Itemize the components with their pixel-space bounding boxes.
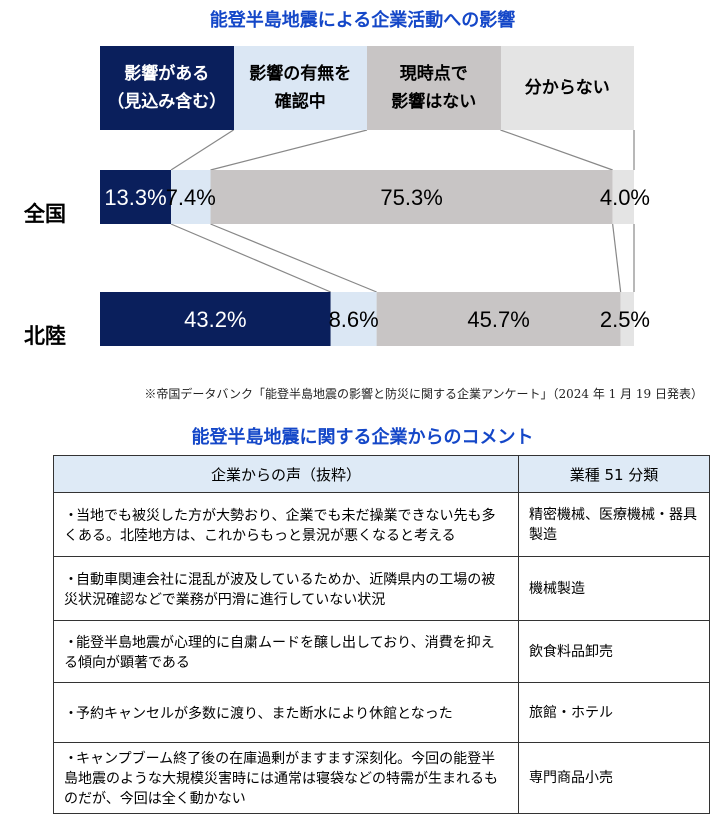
- table-row: ・当地でも被災した方が大勢おり、企業でも未だ操業できない先も多くある。北陸地方は…: [53, 492, 710, 557]
- legend-item-impact: 影響がある （見込み含む）: [100, 46, 234, 130]
- header-industry: 業種 51 分類: [518, 455, 710, 493]
- chart-title: 能登半島地震による企業活動への影響: [209, 10, 516, 31]
- comment-cell: ・予約キャンセルが多数に渡り、また断水により休館となった: [53, 682, 519, 743]
- data-label: 8.6%: [329, 307, 379, 332]
- category-label-zenkoku: 全国: [24, 202, 66, 226]
- chart-legend: 影響がある （見込み含む） 影響の有無を 確認中 現時点で 影響はない 分からな…: [100, 46, 634, 130]
- bar-segment: [210, 170, 613, 224]
- data-label: 2.5%: [600, 307, 650, 332]
- comment-text: 自動車関連会社に混乱が波及しているためか、近隣県内の工場の被災状況確認などで業務…: [64, 571, 496, 608]
- table-row: ・自動車関連会社に混乱が波及しているためか、近隣県内の工場の被災状況確認などで業…: [53, 556, 710, 621]
- comment-cell: ・自動車関連会社に混乱が波及しているためか、近隣県内の工場の被災状況確認などで業…: [53, 556, 519, 621]
- bullet: ・: [64, 751, 78, 767]
- industry-cell: 機械製造: [518, 556, 710, 621]
- data-label: 13.3%: [104, 185, 166, 210]
- data-label: 75.3%: [380, 185, 442, 210]
- bullet: ・: [64, 571, 78, 588]
- comment-text: 当地でも被災した方が大勢おり、企業でも未だ操業できない先も多くある。北陸地方は、…: [64, 507, 496, 544]
- connector-line: [612, 223, 622, 293]
- comments-table: 企業からの声（抜粋） 業種 51 分類 ・当地でも被災した方が大勢おり、企業でも…: [53, 455, 710, 814]
- connector-line: [210, 223, 377, 293]
- stacked-bar-chart: 13.3%7.4% 75.3% 4.0% 43.2% 8.6% 45.7% 2.5%: [100, 130, 650, 346]
- comment-cell: ・キャンプブーム終了後の在庫過剰がますます深刻化。今回の能登半島地震のような大規…: [53, 742, 519, 814]
- table-row: ・能登半島地震が心理的に自粛ムードを醸し出しており、消費を抑える傾向が顕著である…: [53, 620, 710, 683]
- data-label: 7.4%: [166, 185, 216, 210]
- table-row: ・予約キャンセルが多数に渡り、また断水により休館となった 旅館・ホテル: [53, 682, 710, 743]
- bar-segment: [612, 170, 634, 224]
- bar-segment: [100, 170, 172, 224]
- bullet: ・: [64, 705, 78, 722]
- bar-segment: [100, 292, 331, 346]
- legend-item-checking: 影響の有無を 確認中: [233, 46, 367, 130]
- connector-line: [500, 130, 613, 171]
- bullet: ・: [64, 507, 78, 524]
- category-label-hokuriku: 北陸: [24, 324, 66, 348]
- industry-cell: 旅館・ホテル: [518, 682, 710, 743]
- industry-cell: 専門商品小売: [518, 742, 710, 814]
- data-label: 45.7%: [467, 307, 529, 332]
- bar-segment: [330, 292, 377, 346]
- source-note: ※帝国データバンク「能登半島地震の影響と防災に関する企業アンケート」（2024 …: [144, 387, 703, 401]
- comment-cell: ・能登半島地震が心理的に自粛ムードを醸し出しており、消費を抑える傾向が顕著である: [53, 620, 519, 683]
- bullet: ・: [64, 634, 78, 651]
- connector-line: [170, 130, 234, 171]
- comment-cell: ・当地でも被災した方が大勢おり、企業でも未だ操業できない先も多くある。北陸地方は…: [53, 492, 519, 557]
- legend-item-no-impact: 現時点で 影響はない: [367, 46, 501, 130]
- industry-cell: 精密機械、医療機械・器具製造: [518, 492, 710, 557]
- comments-title: 能登半島地震に関する企業からのコメント: [191, 427, 534, 448]
- bar-segment: [171, 170, 211, 224]
- comment-text: 能登半島地震が心理的に自粛ムードを醸し出しており、消費を抑える傾向が顕著である: [64, 634, 495, 671]
- connector-line: [210, 130, 368, 171]
- table-row: ・キャンプブーム終了後の在庫過剰がますます深刻化。今回の能登半島地震のような大規…: [53, 742, 710, 814]
- comment-text: 予約キャンセルが多数に渡り、また断水により休館となった: [76, 705, 453, 722]
- industry-cell: 飲食料品卸売: [518, 620, 710, 683]
- table-header-row: 企業からの声（抜粋） 業種 51 分類: [53, 455, 710, 493]
- header-comment: 企業からの声（抜粋）: [53, 455, 519, 493]
- comment-text: キャンプブーム終了後の在庫過剰がますます深刻化。今回の能登半島地震のような大規模…: [64, 751, 498, 807]
- legend-item-unknown: 分からない: [500, 46, 634, 130]
- bar-segment: [620, 292, 634, 346]
- data-label: 4.0%: [600, 185, 650, 210]
- data-label: 43.2%: [184, 307, 246, 332]
- connector-line: [170, 223, 331, 293]
- bar-segment: [376, 292, 621, 346]
